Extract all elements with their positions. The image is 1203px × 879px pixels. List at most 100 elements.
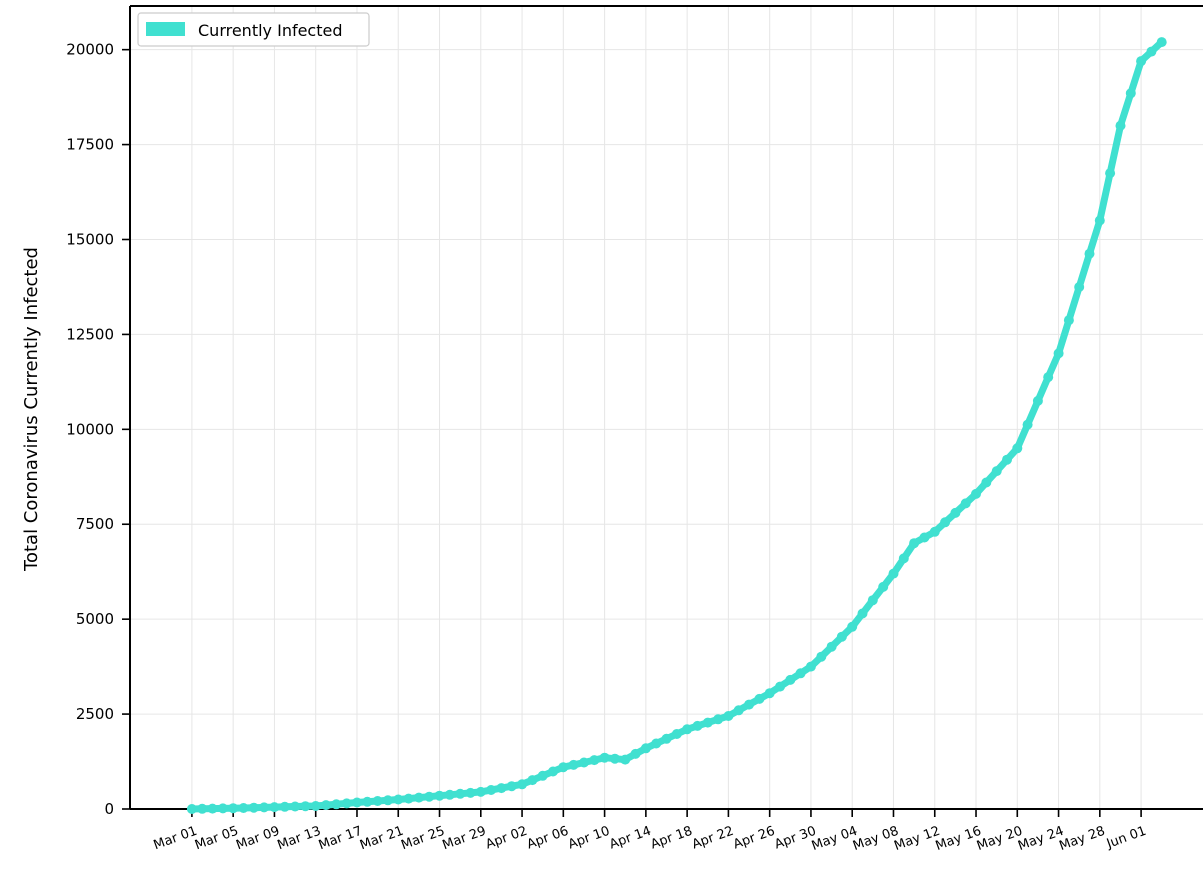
data-point xyxy=(1084,248,1095,259)
data-point xyxy=(1002,454,1012,465)
data-point xyxy=(579,757,589,768)
data-point xyxy=(444,789,455,800)
x-tick-label: Jun 01 xyxy=(1104,824,1149,852)
data-point xyxy=(341,798,352,809)
data-point xyxy=(971,488,981,499)
data-point xyxy=(702,717,713,728)
data-point xyxy=(1136,56,1147,67)
data-point xyxy=(382,795,393,806)
x-tick-label: Apr 22 xyxy=(690,824,736,853)
data-point xyxy=(434,790,445,801)
data-point xyxy=(857,608,868,619)
y-tick-label: 5000 xyxy=(76,610,114,628)
data-point xyxy=(836,631,847,642)
data-point xyxy=(981,477,992,488)
x-tick-label: Apr 06 xyxy=(525,824,571,853)
data-point xyxy=(372,796,383,806)
data-point xyxy=(352,797,362,808)
data-point xyxy=(898,553,909,564)
y-tick-label: 10000 xyxy=(66,420,114,438)
data-point xyxy=(1094,215,1105,226)
data-point xyxy=(455,788,466,799)
data-point xyxy=(496,783,507,794)
data-point xyxy=(1022,419,1033,430)
data-point xyxy=(1074,282,1085,292)
data-point xyxy=(238,803,249,813)
data-point xyxy=(960,498,971,509)
data-point xyxy=(919,532,930,543)
data-point xyxy=(733,705,744,716)
data-point xyxy=(186,804,197,814)
data-point xyxy=(506,781,517,792)
x-tick-label: Apr 14 xyxy=(608,824,654,853)
data-point xyxy=(785,674,796,685)
data-point xyxy=(1053,348,1064,359)
data-point xyxy=(764,688,775,699)
data-point xyxy=(475,786,486,797)
data-point xyxy=(620,754,631,765)
data-point xyxy=(269,802,280,813)
data-point xyxy=(775,681,785,692)
data-point xyxy=(1115,120,1126,131)
data-point xyxy=(248,802,259,813)
data-point xyxy=(1146,46,1157,57)
y-tick-label: 0 xyxy=(104,800,114,818)
data-point xyxy=(630,748,641,759)
data-point xyxy=(548,766,558,777)
data-point xyxy=(207,803,218,814)
data-point xyxy=(362,796,373,807)
x-tick-label: Apr 02 xyxy=(484,824,530,853)
data-point xyxy=(537,770,548,781)
x-tick-label: Apr 30 xyxy=(773,824,819,853)
y-tick-label: 20000 xyxy=(66,41,114,59)
data-point xyxy=(826,641,837,652)
axes xyxy=(122,5,1203,817)
data-point xyxy=(403,793,414,804)
data-point xyxy=(424,791,435,802)
data-point xyxy=(713,714,724,725)
data-point xyxy=(413,792,424,803)
data-point xyxy=(991,466,1002,477)
data-point xyxy=(878,581,889,592)
y-tick-label: 15000 xyxy=(66,230,114,248)
x-tick-label: Apr 26 xyxy=(731,824,777,853)
data-point xyxy=(1125,88,1136,99)
data-point xyxy=(568,759,579,770)
data-point xyxy=(310,801,321,811)
data-point xyxy=(661,733,672,744)
data-point xyxy=(331,799,342,810)
data-point xyxy=(940,517,951,528)
data-point xyxy=(558,762,569,773)
data-point xyxy=(867,595,878,606)
data-point xyxy=(671,729,682,739)
data-point xyxy=(1156,37,1167,48)
data-point xyxy=(259,802,270,813)
x-tick-label: Apr 18 xyxy=(649,824,695,853)
data-point xyxy=(651,738,662,749)
data-series xyxy=(186,37,1167,814)
x-tick-label: Apr 10 xyxy=(566,824,612,853)
x-tick-label: May 28 xyxy=(1057,824,1107,854)
data-point xyxy=(599,752,610,763)
legend-label: Currently Infected xyxy=(198,21,343,40)
data-point xyxy=(692,720,703,731)
data-point xyxy=(321,800,331,811)
data-point xyxy=(744,699,754,710)
data-point xyxy=(909,538,920,549)
data-point xyxy=(279,801,290,812)
data-point xyxy=(290,801,301,812)
data-point xyxy=(1105,168,1116,179)
data-point xyxy=(950,507,961,518)
data-point xyxy=(228,803,239,814)
data-point xyxy=(795,668,806,679)
data-point xyxy=(723,711,734,721)
data-point xyxy=(847,621,858,632)
x-tick-label: Mar 29 xyxy=(441,824,489,854)
data-point xyxy=(805,661,816,672)
data-point xyxy=(888,568,899,579)
y-tick-label: 12500 xyxy=(66,325,114,343)
data-point xyxy=(517,779,528,790)
data-point xyxy=(816,651,827,662)
